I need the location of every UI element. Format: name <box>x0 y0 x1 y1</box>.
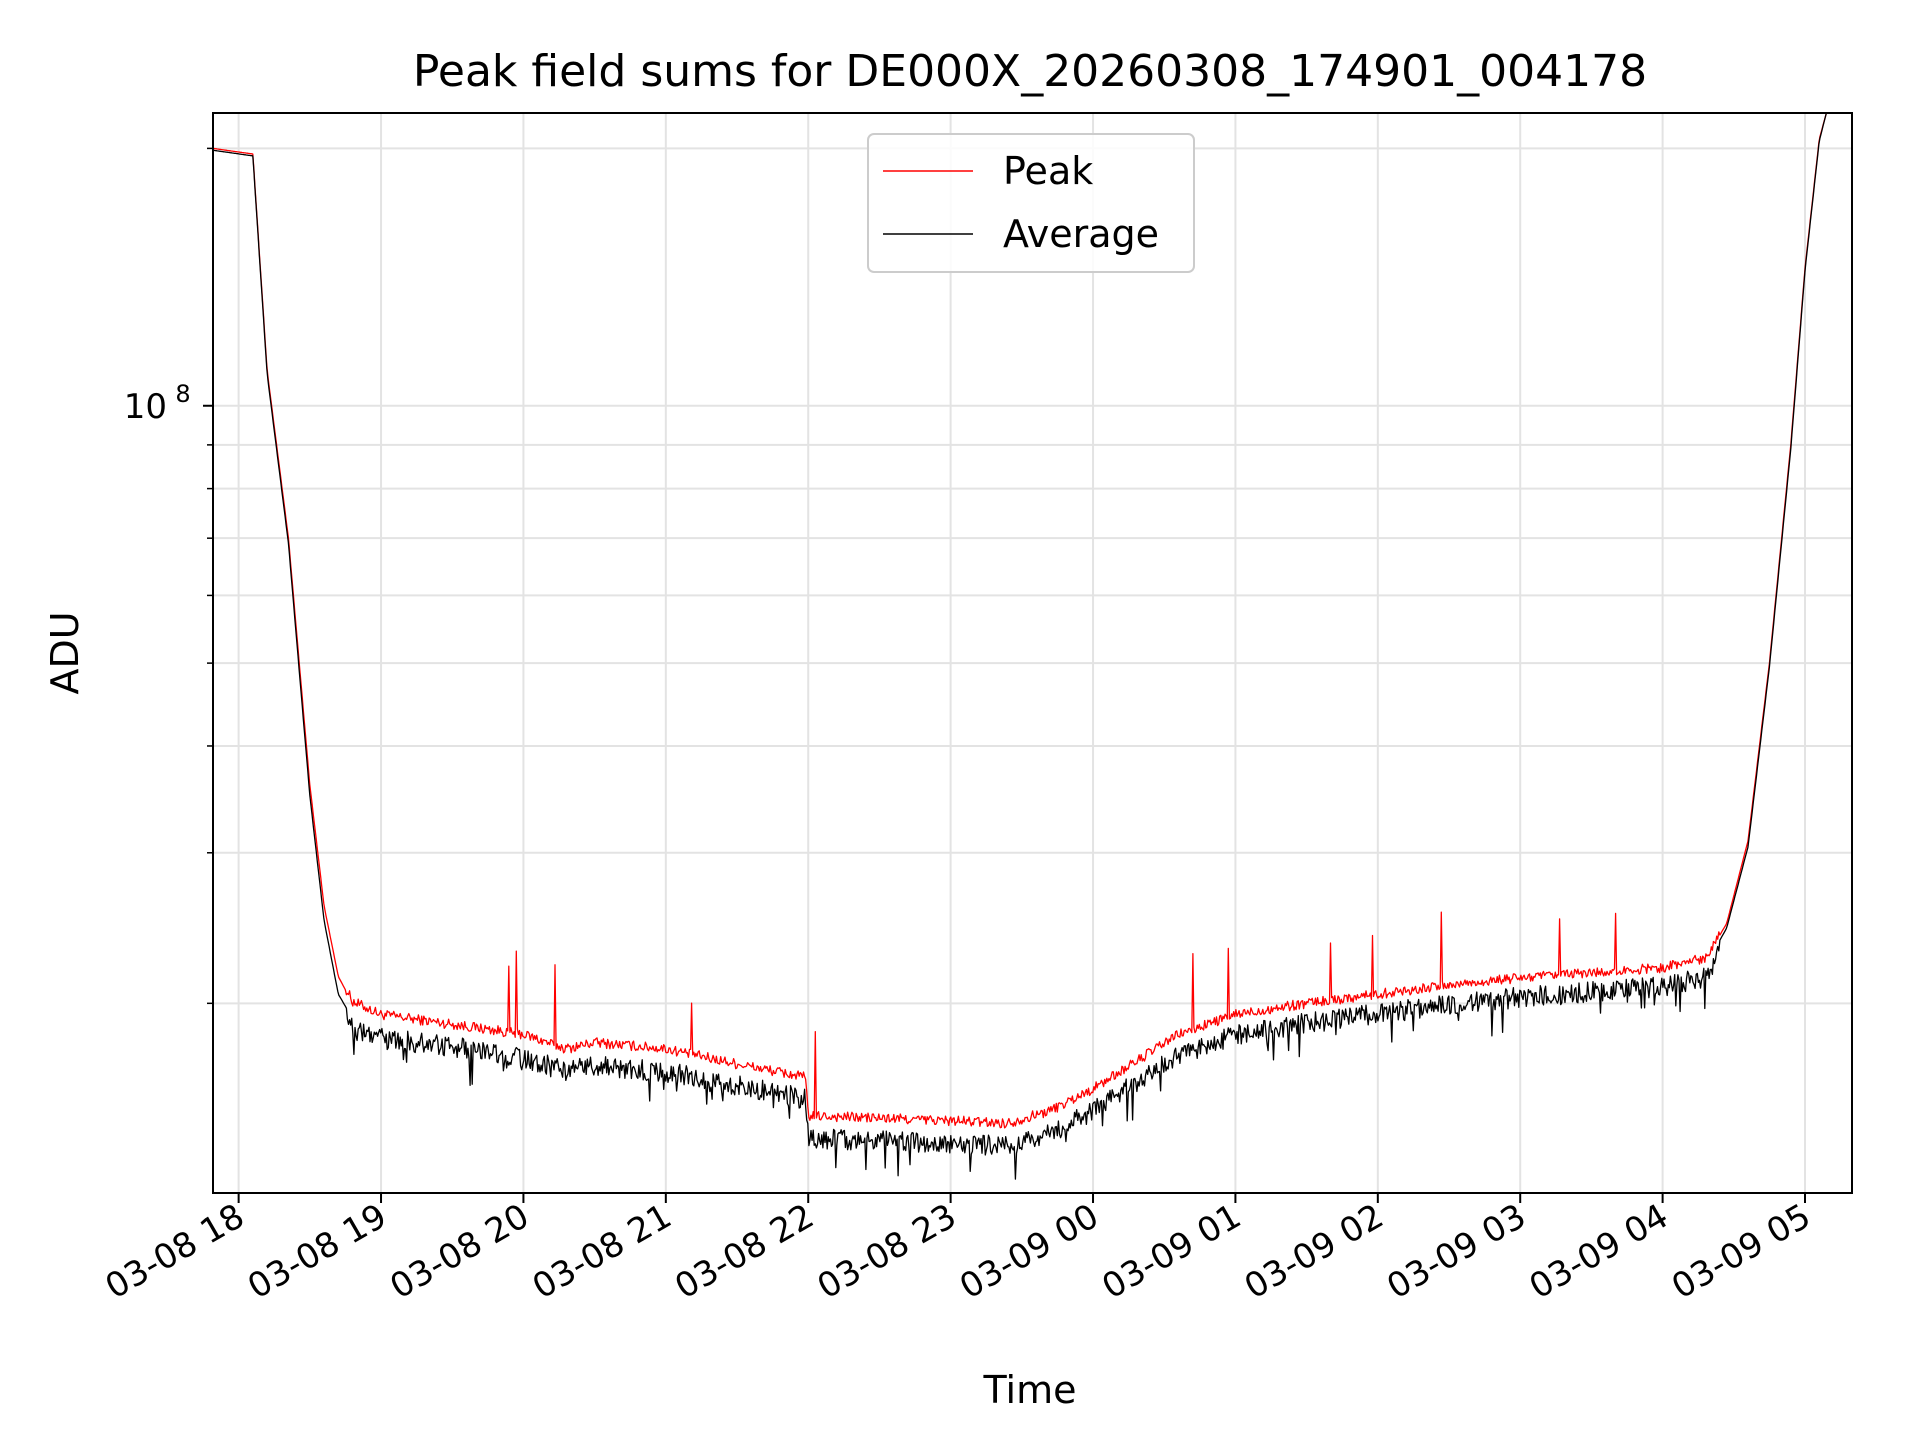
x-tick-label: 03-09 02 <box>1238 1196 1390 1307</box>
series-layer <box>213 113 1828 1180</box>
x-tick-label: 03-08 18 <box>99 1196 251 1307</box>
series-line-average <box>213 113 1828 1180</box>
y-axis: 10 8 <box>124 147 213 1005</box>
legend-label-peak: Peak <box>1003 149 1093 193</box>
x-tick-label: 03-08 23 <box>811 1196 963 1307</box>
legend-label-average: Average <box>1003 212 1159 256</box>
x-tick-label: 03-08 19 <box>241 1196 393 1307</box>
x-tick-label: 03-08 20 <box>384 1196 536 1307</box>
legend: Peak Average <box>867 133 1195 273</box>
x-tick-label: 03-09 00 <box>953 1196 1105 1307</box>
y-tick-label: 10 <box>124 387 167 427</box>
legend-box <box>867 133 1195 273</box>
x-axis-label: Time <box>983 1368 1077 1412</box>
series-line-peak <box>213 113 1828 1129</box>
y-axis-label: ADU <box>43 611 87 694</box>
x-tick-label: 03-09 04 <box>1523 1196 1675 1307</box>
x-tick-label: 03-09 05 <box>1665 1196 1817 1307</box>
y-tick-exponent: 8 <box>175 380 190 408</box>
plot-frame <box>212 112 1853 1194</box>
x-tick-label: 03-09 03 <box>1380 1196 1532 1307</box>
x-tick-label: 03-08 21 <box>526 1196 678 1307</box>
chart-title: Peak field sums for DE000X_20260308_1749… <box>413 46 1647 97</box>
x-tick-label: 03-09 01 <box>1096 1196 1248 1307</box>
grid <box>213 113 1852 1193</box>
x-tick-label: 03-08 22 <box>668 1196 820 1307</box>
plot-area <box>213 113 1828 1180</box>
